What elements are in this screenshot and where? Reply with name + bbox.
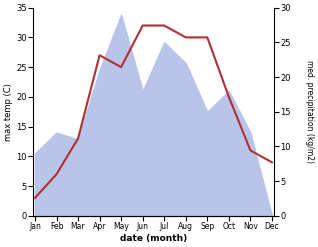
X-axis label: date (month): date (month) [120,234,187,243]
Y-axis label: med. precipitation (kg/m2): med. precipitation (kg/m2) [305,60,314,163]
Y-axis label: max temp (C): max temp (C) [4,83,13,141]
